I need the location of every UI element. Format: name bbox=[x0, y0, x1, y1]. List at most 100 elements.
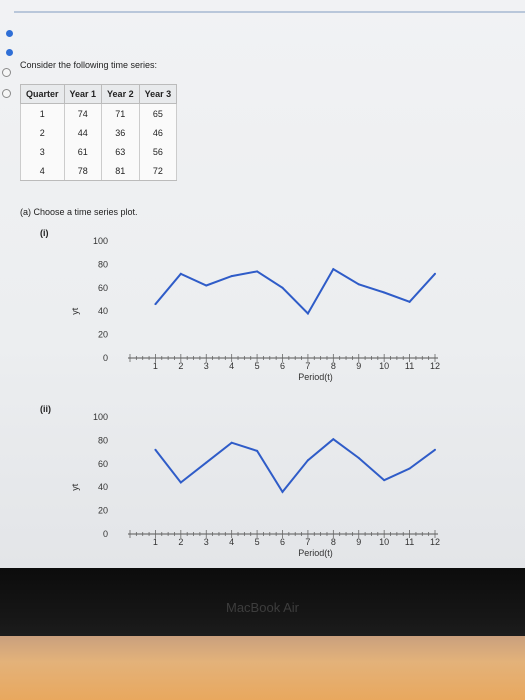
table-cell: 81 bbox=[101, 161, 140, 181]
x-tick-label: 8 bbox=[331, 537, 336, 547]
table-cell: 74 bbox=[63, 103, 103, 123]
option-label-ii[interactable]: (ii) bbox=[40, 404, 51, 414]
x-tick-label: 10 bbox=[379, 537, 389, 547]
laptop-bezel bbox=[0, 568, 525, 648]
x-tick-label: 3 bbox=[204, 537, 209, 547]
x-tick-label: 1 bbox=[153, 537, 158, 547]
part-a-instruction: (a) Choose a time series plot. bbox=[20, 207, 138, 217]
bullet-icon bbox=[6, 49, 13, 56]
data-point bbox=[256, 449, 259, 452]
x-tick-label: 7 bbox=[305, 361, 310, 371]
column-header: Year 3 bbox=[138, 84, 178, 104]
table-cell: 1 bbox=[20, 103, 65, 123]
x-tick-label: 9 bbox=[356, 361, 361, 371]
data-point bbox=[434, 448, 436, 451]
data-point bbox=[154, 448, 157, 451]
y-tick-label: 80 bbox=[98, 259, 108, 269]
data-point bbox=[383, 291, 386, 294]
screen: Consider the following time series: Quar… bbox=[0, 0, 525, 568]
column-header: Quarter bbox=[20, 84, 65, 104]
data-point bbox=[281, 286, 284, 289]
y-tick-label: 40 bbox=[98, 482, 108, 492]
data-point bbox=[408, 300, 411, 303]
x-tick-label: 12 bbox=[430, 537, 440, 547]
table-cell: 61 bbox=[63, 142, 103, 161]
y-tick-label: 0 bbox=[103, 353, 108, 363]
x-tick-label: 2 bbox=[178, 537, 183, 547]
x-tick-label: 9 bbox=[356, 537, 361, 547]
x-tick-label: 12 bbox=[430, 361, 440, 371]
x-tick-label: 4 bbox=[229, 361, 234, 371]
y-tick-label: 100 bbox=[93, 412, 108, 422]
data-point bbox=[154, 303, 157, 306]
table-cell: 4 bbox=[20, 161, 65, 181]
radio-option[interactable] bbox=[2, 68, 11, 77]
data-point bbox=[230, 275, 233, 278]
y-tick-label: 60 bbox=[98, 283, 108, 293]
data-point bbox=[230, 441, 233, 444]
y-tick-label: 40 bbox=[98, 306, 108, 316]
data-point bbox=[434, 272, 436, 275]
table-cell: 46 bbox=[138, 123, 178, 142]
data-point bbox=[179, 481, 182, 484]
time-series-table: Quarter Year 1 Year 2 Year 3 1 74 71 65 … bbox=[20, 84, 178, 181]
y-axis-label: yt bbox=[70, 483, 80, 491]
table-cell: 78 bbox=[63, 161, 103, 181]
column-header: Year 1 bbox=[63, 84, 103, 104]
data-point bbox=[205, 461, 208, 464]
y-tick-label: 80 bbox=[98, 435, 108, 445]
table-row: 4 78 81 72 bbox=[20, 161, 178, 181]
x-tick-label: 6 bbox=[280, 361, 285, 371]
table-cell: 72 bbox=[138, 161, 178, 181]
table-row: 1 74 71 65 bbox=[20, 103, 178, 123]
table-cell: 71 bbox=[101, 103, 140, 123]
table-row: 2 44 36 46 bbox=[20, 123, 178, 142]
x-tick-label: 11 bbox=[405, 361, 414, 371]
data-point bbox=[383, 479, 386, 482]
x-tick-label: 3 bbox=[204, 361, 209, 371]
x-tick-label: 2 bbox=[178, 361, 183, 371]
x-tick-label: 6 bbox=[280, 537, 285, 547]
data-point bbox=[179, 272, 182, 275]
option-label-i[interactable]: (i) bbox=[40, 228, 49, 238]
series-line bbox=[154, 267, 436, 316]
bullet-icon bbox=[6, 30, 13, 37]
data-point bbox=[281, 490, 284, 493]
table-cell: 65 bbox=[138, 103, 178, 123]
table-cell: 2 bbox=[20, 123, 65, 142]
y-axis-label: yt bbox=[70, 307, 80, 315]
series-line bbox=[154, 437, 436, 494]
table-cell: 44 bbox=[63, 123, 103, 142]
column-header: Year 2 bbox=[101, 84, 140, 104]
y-tick-label: 100 bbox=[93, 236, 108, 246]
top-divider bbox=[14, 11, 525, 13]
table-cell: 3 bbox=[20, 142, 65, 161]
y-tick-label: 60 bbox=[98, 459, 108, 469]
data-point bbox=[357, 283, 360, 286]
y-tick-label: 0 bbox=[103, 529, 108, 539]
data-point bbox=[332, 268, 335, 271]
data-point bbox=[408, 467, 411, 470]
table-cell: 56 bbox=[138, 142, 178, 161]
x-tick-label: 5 bbox=[255, 361, 260, 371]
table-cell: 36 bbox=[101, 123, 140, 142]
x-tick-label: 7 bbox=[305, 537, 310, 547]
table-row: 3 61 63 56 bbox=[20, 142, 178, 161]
data-point bbox=[306, 459, 309, 462]
radio-option[interactable] bbox=[2, 89, 11, 98]
x-tick-label: 10 bbox=[379, 361, 389, 371]
data-point bbox=[205, 284, 208, 287]
data-point bbox=[306, 312, 309, 315]
x-axis-label: Period(t) bbox=[298, 548, 333, 558]
laptop-brand-label: MacBook Air bbox=[226, 600, 299, 615]
question-prompt: Consider the following time series: bbox=[20, 60, 158, 70]
x-tick-label: 5 bbox=[255, 537, 260, 547]
table-header-row: Quarter Year 1 Year 2 Year 3 bbox=[20, 84, 178, 104]
data-point bbox=[357, 456, 360, 459]
x-tick-label: 8 bbox=[331, 361, 336, 371]
y-tick-label: 20 bbox=[98, 330, 108, 340]
data-point bbox=[332, 438, 335, 441]
data-point bbox=[256, 270, 259, 273]
